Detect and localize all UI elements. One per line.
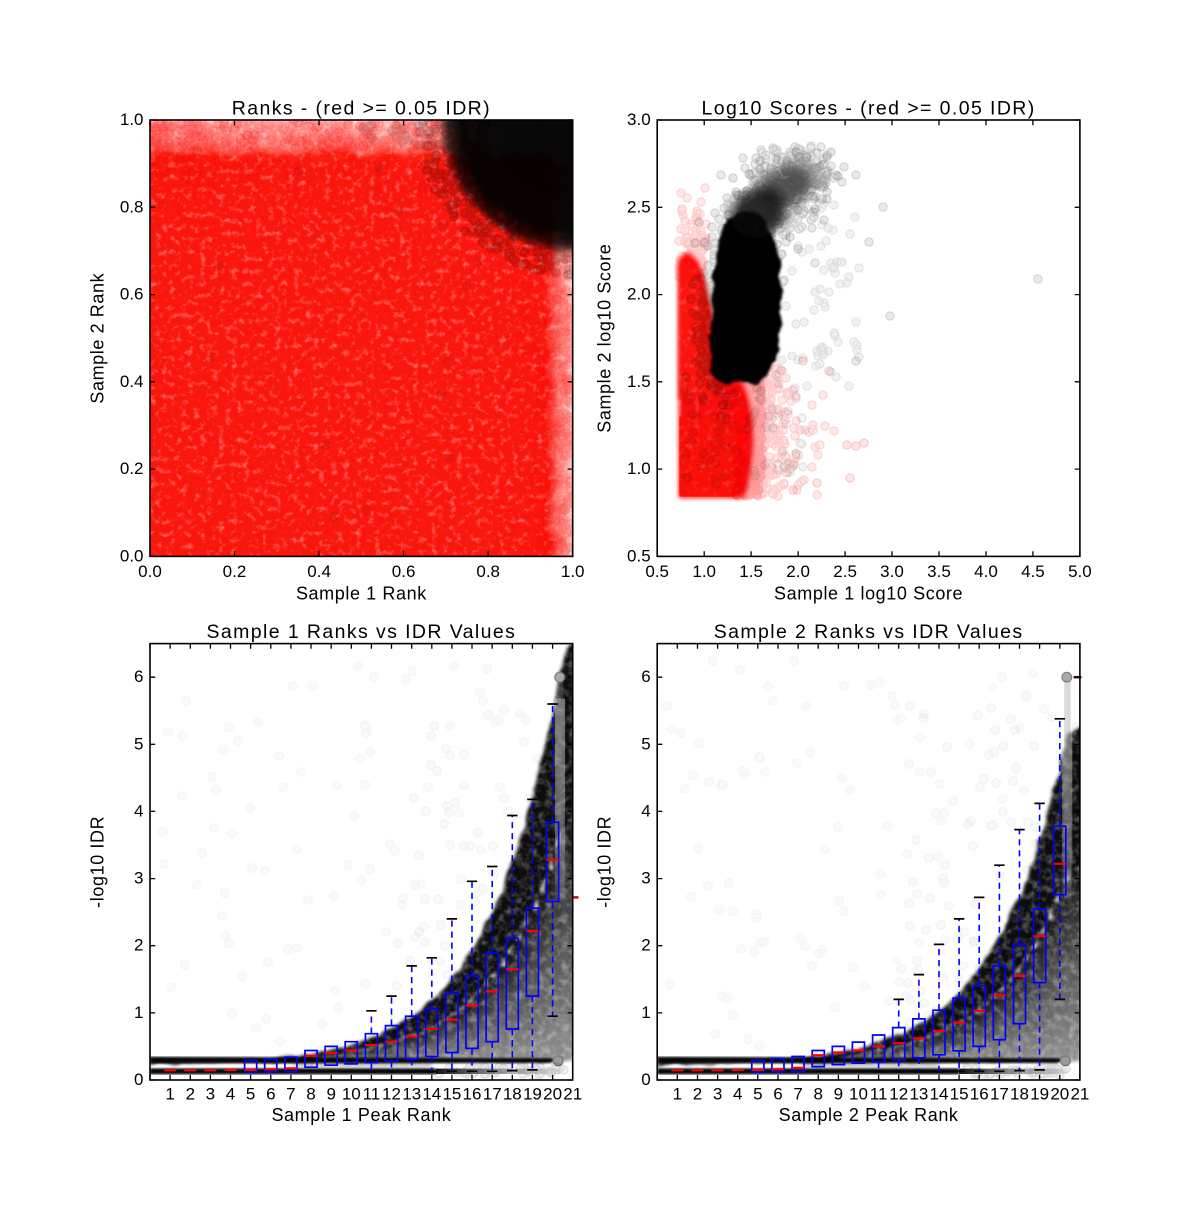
svg-text:15: 15 — [442, 1084, 461, 1103]
svg-text:14: 14 — [930, 1084, 949, 1103]
svg-text:4: 4 — [641, 801, 650, 820]
svg-text:5.0: 5.0 — [1068, 562, 1092, 581]
svg-text:Sample 1 Rank: Sample 1 Rank — [296, 584, 427, 604]
svg-text:0.8: 0.8 — [476, 562, 500, 581]
svg-text:2.0: 2.0 — [786, 562, 810, 581]
svg-text:9: 9 — [326, 1084, 335, 1103]
svg-text:21: 21 — [1070, 1084, 1089, 1103]
svg-text:0.0: 0.0 — [120, 546, 144, 565]
svg-text:Sample 1 Peak Rank: Sample 1 Peak Rank — [271, 1105, 451, 1125]
svg-text:7: 7 — [286, 1084, 295, 1103]
svg-text:1.0: 1.0 — [120, 110, 144, 129]
svg-text:1.0: 1.0 — [627, 459, 651, 478]
svg-text:6: 6 — [773, 1084, 782, 1103]
svg-text:4.5: 4.5 — [1021, 562, 1045, 581]
svg-text:8: 8 — [306, 1084, 315, 1103]
svg-text:13: 13 — [402, 1084, 421, 1103]
svg-text:0.6: 0.6 — [392, 562, 416, 581]
svg-text:3: 3 — [134, 869, 143, 888]
svg-text:17: 17 — [990, 1084, 1009, 1103]
svg-text:5: 5 — [246, 1084, 255, 1103]
svg-text:0.5: 0.5 — [645, 562, 669, 581]
svg-text:5: 5 — [641, 734, 650, 753]
svg-text:6: 6 — [641, 667, 650, 686]
svg-text:9: 9 — [834, 1084, 843, 1103]
svg-text:Log10 Scores - (red >= 0.05 ID: Log10 Scores - (red >= 0.05 IDR) — [701, 98, 1035, 120]
svg-text:13: 13 — [909, 1084, 928, 1103]
svg-text:2: 2 — [134, 936, 143, 955]
svg-text:0.0: 0.0 — [138, 562, 162, 581]
svg-text:7: 7 — [793, 1084, 802, 1103]
svg-text:19: 19 — [523, 1084, 542, 1103]
svg-text:3.5: 3.5 — [927, 562, 951, 581]
svg-text:15: 15 — [950, 1084, 969, 1103]
svg-text:2: 2 — [693, 1084, 702, 1103]
svg-text:12: 12 — [382, 1084, 401, 1103]
svg-text:16: 16 — [970, 1084, 989, 1103]
svg-text:10: 10 — [342, 1084, 361, 1103]
svg-text:3: 3 — [206, 1084, 215, 1103]
svg-text:11: 11 — [363, 1084, 381, 1103]
svg-text:2.0: 2.0 — [627, 285, 651, 304]
svg-text:3: 3 — [641, 869, 650, 888]
svg-text:17: 17 — [483, 1084, 502, 1103]
svg-text:18: 18 — [503, 1084, 522, 1103]
svg-text:1.5: 1.5 — [739, 562, 763, 581]
svg-text:0: 0 — [134, 1070, 143, 1089]
svg-text:8: 8 — [813, 1084, 822, 1103]
svg-text:-log10 IDR: -log10 IDR — [595, 816, 615, 908]
svg-text:18: 18 — [1010, 1084, 1029, 1103]
svg-text:1: 1 — [673, 1084, 682, 1103]
svg-text:Sample 1 Ranks vs IDR Values: Sample 1 Ranks vs IDR Values — [207, 621, 517, 643]
svg-text:1: 1 — [641, 1003, 650, 1022]
svg-text:0.4: 0.4 — [307, 562, 331, 581]
svg-text:16: 16 — [463, 1084, 482, 1103]
svg-text:6: 6 — [266, 1084, 275, 1103]
svg-text:20: 20 — [1050, 1084, 1069, 1103]
svg-text:3.0: 3.0 — [880, 562, 904, 581]
svg-text:1: 1 — [165, 1084, 174, 1103]
svg-text:4: 4 — [134, 801, 143, 820]
svg-text:2.5: 2.5 — [833, 562, 857, 581]
svg-text:Sample 2 log10 Score: Sample 2 log10 Score — [595, 244, 615, 433]
svg-text:21: 21 — [563, 1084, 582, 1103]
svg-text:10: 10 — [849, 1084, 868, 1103]
svg-text:5: 5 — [753, 1084, 762, 1103]
svg-text:1.0: 1.0 — [561, 562, 585, 581]
svg-text:12: 12 — [889, 1084, 908, 1103]
svg-text:3: 3 — [713, 1084, 722, 1103]
svg-text:Ranks - (red >= 0.05 IDR): Ranks - (red >= 0.05 IDR) — [232, 98, 491, 120]
svg-text:-log10 IDR: -log10 IDR — [88, 816, 108, 908]
svg-text:0.2: 0.2 — [120, 459, 144, 478]
svg-text:0: 0 — [641, 1070, 650, 1089]
svg-text:11: 11 — [870, 1084, 888, 1103]
svg-text:Sample 2 Peak Rank: Sample 2 Peak Rank — [779, 1105, 959, 1125]
svg-text:4: 4 — [226, 1084, 235, 1103]
svg-text:4: 4 — [733, 1084, 742, 1103]
svg-text:0.2: 0.2 — [223, 562, 247, 581]
svg-text:14: 14 — [422, 1084, 441, 1103]
svg-text:20: 20 — [543, 1084, 562, 1103]
svg-text:2.5: 2.5 — [627, 197, 651, 216]
svg-text:6: 6 — [134, 667, 143, 686]
svg-text:19: 19 — [1030, 1084, 1049, 1103]
svg-text:0.4: 0.4 — [120, 372, 144, 391]
svg-text:Sample 2 Rank: Sample 2 Rank — [88, 272, 108, 403]
svg-text:1.0: 1.0 — [692, 562, 716, 581]
svg-text:Sample 1 log10 Score: Sample 1 log10 Score — [774, 584, 963, 604]
svg-text:5: 5 — [134, 734, 143, 753]
svg-text:2: 2 — [641, 936, 650, 955]
svg-text:3.0: 3.0 — [627, 110, 651, 129]
svg-text:1: 1 — [134, 1003, 143, 1022]
svg-text:0.8: 0.8 — [120, 197, 144, 216]
svg-text:Sample 2 Ranks vs IDR Values: Sample 2 Ranks vs IDR Values — [714, 621, 1024, 643]
svg-text:0.6: 0.6 — [120, 285, 144, 304]
svg-text:0.5: 0.5 — [627, 546, 651, 565]
svg-text:1.5: 1.5 — [627, 372, 651, 391]
svg-text:4.0: 4.0 — [974, 562, 998, 581]
svg-text:2: 2 — [186, 1084, 195, 1103]
